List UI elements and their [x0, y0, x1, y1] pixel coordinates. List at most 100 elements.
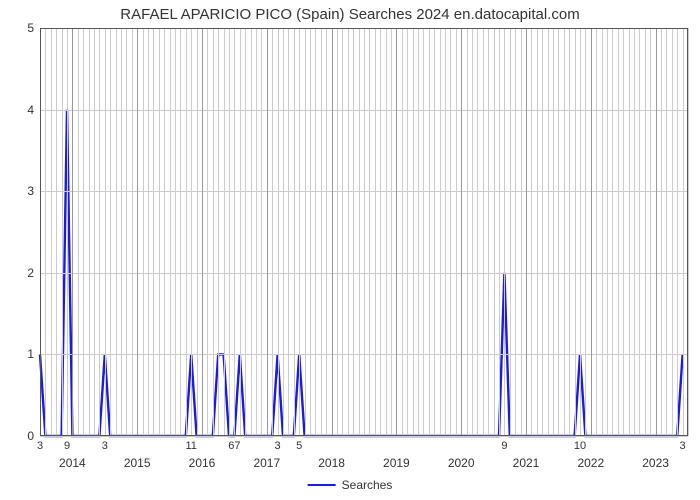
grid-v-minor	[305, 28, 306, 436]
grid-v-minor	[575, 28, 576, 436]
chart-title: RAFAEL APARICIO PICO (Spain) Searches 20…	[0, 6, 700, 23]
grid-v-minor	[180, 28, 181, 436]
grid-v-minor	[153, 28, 154, 436]
grid-v-minor	[645, 28, 646, 436]
grid-v-minor	[110, 28, 111, 436]
grid-v-major	[396, 28, 397, 436]
grid-v-minor	[386, 28, 387, 436]
grid-v-minor	[62, 28, 63, 436]
grid-v-minor	[229, 28, 230, 436]
grid-v-minor	[450, 28, 451, 436]
grid-v-minor	[639, 28, 640, 436]
grid-v-minor	[607, 28, 608, 436]
legend-label: Searches	[342, 478, 393, 492]
grid-v-minor	[348, 28, 349, 436]
legend: Searches	[308, 478, 393, 492]
grid-v-minor	[283, 28, 284, 436]
xtick-label: 2023	[642, 436, 669, 470]
grid-v-minor	[634, 28, 635, 436]
grid-v-minor	[423, 28, 424, 436]
grid-v-minor	[94, 28, 95, 436]
value-label: 10	[574, 436, 586, 452]
legend-swatch	[308, 484, 336, 486]
grid-v-minor	[186, 28, 187, 436]
grid-v-minor	[213, 28, 214, 436]
grid-v-minor	[418, 28, 419, 436]
grid-v-minor	[288, 28, 289, 436]
ytick-label: 5	[27, 21, 40, 35]
grid-v-minor	[596, 28, 597, 436]
grid-v-minor	[494, 28, 495, 436]
grid-v-minor	[105, 28, 106, 436]
grid-v-minor	[310, 28, 311, 436]
ytick-label: 1	[27, 347, 40, 361]
value-label: 3	[275, 436, 281, 452]
grid-v-minor	[326, 28, 327, 436]
xtick-label: 2015	[124, 436, 151, 470]
grid-v-minor	[45, 28, 46, 436]
grid-v-minor	[256, 28, 257, 436]
plot-area: 0123452014201520162017201820192020202120…	[40, 28, 688, 436]
grid-v-major	[656, 28, 657, 436]
grid-v-minor	[477, 28, 478, 436]
grid-v-minor	[380, 28, 381, 436]
grid-v-minor	[688, 28, 689, 436]
grid-v-minor	[564, 28, 565, 436]
grid-v-minor	[294, 28, 295, 436]
grid-v-minor	[207, 28, 208, 436]
grid-v-minor	[143, 28, 144, 436]
chart-container: RAFAEL APARICIO PICO (Spain) Searches 20…	[0, 0, 700, 500]
grid-v-minor	[99, 28, 100, 436]
xtick-label: 2018	[318, 436, 345, 470]
grid-v-minor	[175, 28, 176, 436]
grid-v-minor	[440, 28, 441, 436]
grid-v-minor	[337, 28, 338, 436]
xtick-label: 2020	[448, 436, 475, 470]
grid-v-minor	[402, 28, 403, 436]
grid-v-minor	[197, 28, 198, 436]
grid-v-major	[72, 28, 73, 436]
grid-v-minor	[359, 28, 360, 436]
grid-v-minor	[159, 28, 160, 436]
grid-v-minor	[558, 28, 559, 436]
grid-v-minor	[666, 28, 667, 436]
value-label: 67	[228, 436, 240, 452]
grid-v-minor	[612, 28, 613, 436]
value-label: 3	[102, 436, 108, 452]
grid-v-minor	[83, 28, 84, 436]
grid-v-minor	[585, 28, 586, 436]
grid-v-minor	[89, 28, 90, 436]
grid-v-minor	[126, 28, 127, 436]
grid-v-minor	[272, 28, 273, 436]
grid-v-minor	[369, 28, 370, 436]
grid-v-minor	[224, 28, 225, 436]
grid-v-minor	[434, 28, 435, 436]
grid-v-minor	[67, 28, 68, 436]
grid-v-minor	[683, 28, 684, 436]
grid-v-minor	[504, 28, 505, 436]
grid-v-minor	[321, 28, 322, 436]
grid-v-minor	[148, 28, 149, 436]
grid-v-minor	[499, 28, 500, 436]
grid-v-minor	[407, 28, 408, 436]
grid-v-minor	[40, 28, 41, 436]
grid-v-minor	[429, 28, 430, 436]
ytick-label: 3	[27, 184, 40, 198]
grid-v-minor	[170, 28, 171, 436]
grid-v-minor	[661, 28, 662, 436]
grid-v-minor	[299, 28, 300, 436]
grid-v-minor	[116, 28, 117, 436]
grid-v-major	[591, 28, 592, 436]
grid-v-minor	[629, 28, 630, 436]
grid-v-minor	[650, 28, 651, 436]
grid-v-minor	[553, 28, 554, 436]
grid-v-minor	[602, 28, 603, 436]
grid-v-minor	[251, 28, 252, 436]
grid-v-major	[461, 28, 462, 436]
value-label: 9	[64, 436, 70, 452]
grid-v-minor	[121, 28, 122, 436]
grid-v-minor	[261, 28, 262, 436]
grid-v-minor	[531, 28, 532, 436]
grid-v-minor	[515, 28, 516, 436]
value-label: 9	[501, 436, 507, 452]
